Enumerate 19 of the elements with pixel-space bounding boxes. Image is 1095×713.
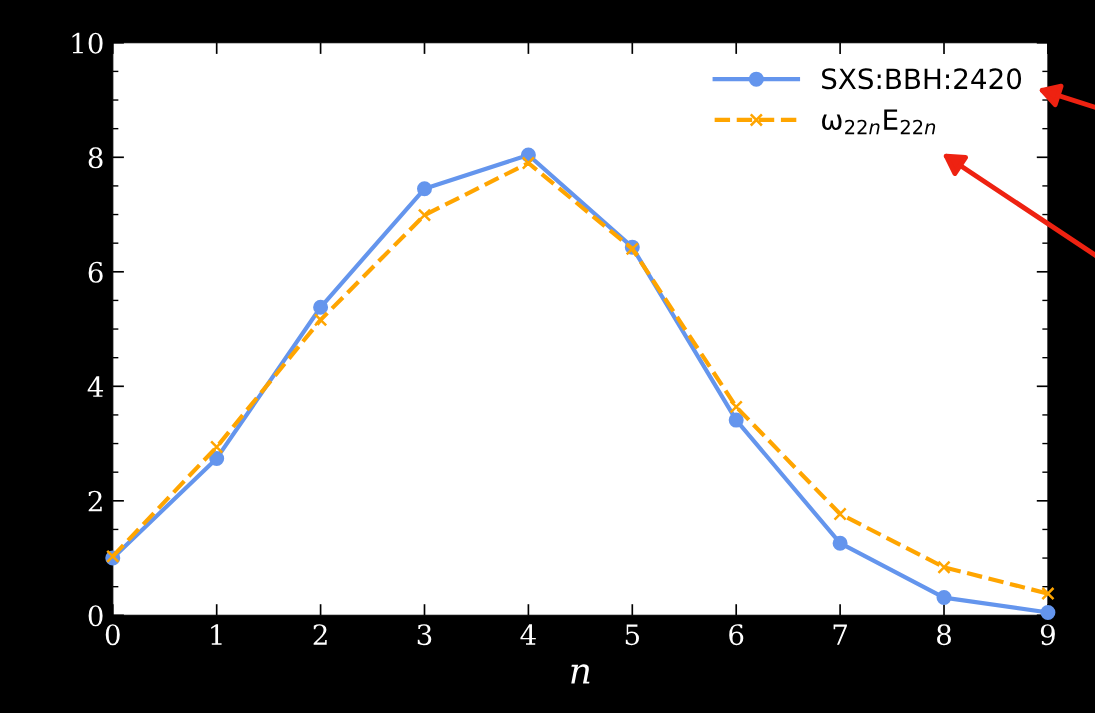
y-tick-label: 10: [72, 32, 103, 54]
x-tick-label: 8: [937, 624, 951, 646]
y-tick-label: 4: [87, 376, 104, 397]
x-tick-label: 2: [313, 624, 327, 645]
y-tick-label: 2: [88, 490, 102, 512]
x-tick-label: 1: [211, 624, 222, 645]
y-tick-label: 8: [88, 147, 103, 169]
x-tick-label: 6: [729, 624, 744, 646]
x-tick-label: 5: [625, 624, 639, 646]
x-tick-label: 9: [1040, 624, 1055, 646]
x-tick-label: 3: [417, 624, 432, 646]
x-tick-label: 7: [833, 624, 847, 645]
x-tick-label: 4: [520, 624, 536, 645]
x-tick-label: 0: [105, 624, 120, 646]
y-tick-label: 0: [88, 605, 103, 627]
y-tick-label: 6: [88, 261, 103, 283]
legend-label: ω$_{22n}$E$_{22n}$: [822, 109, 936, 135]
x-axis-title: n: [571, 664, 590, 684]
legend-label: SXS:BBH:2420: [822, 68, 1022, 90]
